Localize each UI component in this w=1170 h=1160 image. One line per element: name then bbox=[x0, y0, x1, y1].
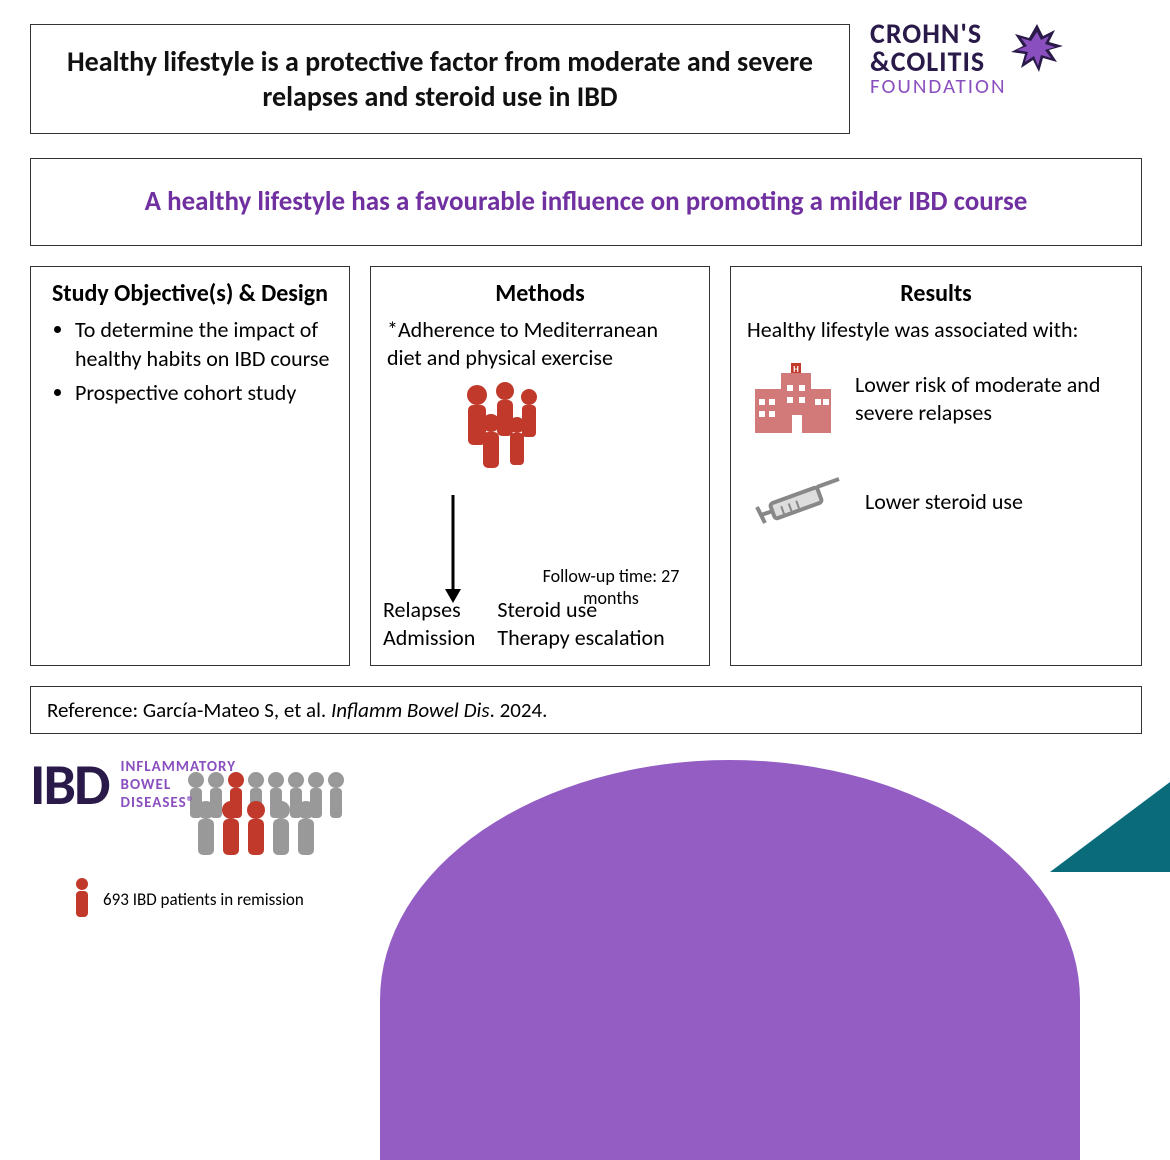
panel-design: Study Objective(s) & Design To determine… bbox=[30, 266, 350, 666]
syringe-icon bbox=[747, 467, 847, 537]
crohns-colitis-logo: CROHN'S &COLITIS FOUNDATION bbox=[870, 20, 1150, 135]
outcomes-right: Steroid use Therapy escalation bbox=[497, 596, 664, 651]
patient-count-text: 693 IBD patients in remission bbox=[103, 889, 304, 910]
page-title: Healthy lifestyle is a protective factor… bbox=[61, 44, 819, 114]
hospital-icon: H bbox=[747, 359, 837, 439]
red-people-group-icon bbox=[447, 381, 557, 471]
subtitle: A healthy lifestyle has a favourable inf… bbox=[145, 186, 1028, 218]
decorative-triangle bbox=[1050, 782, 1170, 872]
design-bullet-1: Prospective cohort study bbox=[75, 379, 333, 408]
panel-methods: Methods *Adherence to Mediterranean diet… bbox=[370, 266, 710, 666]
ibd-logo-l1: INFLAMMATORY bbox=[121, 758, 236, 776]
reference-text: Reference: García-Mateo S, et al. Inflam… bbox=[47, 697, 547, 723]
result-text-1: Lower steroid use bbox=[865, 488, 1125, 516]
results-intro: Healthy lifestyle was associated with: bbox=[747, 316, 1125, 345]
results-heading: Results bbox=[747, 279, 1125, 308]
ibd-logo: IBD INFLAMMATORY BOWEL DISEASES® bbox=[30, 756, 236, 814]
panel-results: Results Healthy lifestyle was associated… bbox=[730, 266, 1142, 666]
logo-line3: FOUNDATION bbox=[870, 76, 1007, 97]
methods-heading: Methods bbox=[387, 279, 693, 308]
result-text-0: Lower risk of moderate and severe relaps… bbox=[855, 371, 1125, 426]
result-row-0: H Lower risk of moderate and severe rela… bbox=[747, 359, 1125, 439]
subtitle-box: A healthy lifestyle has a favourable inf… bbox=[30, 158, 1142, 246]
logo-line2: &COLITIS bbox=[870, 48, 1007, 76]
patient-count: 693 IBD patients in remission bbox=[71, 877, 351, 921]
burst-icon bbox=[1007, 20, 1067, 80]
design-bullet-0: To determine the impact of healthy habit… bbox=[75, 316, 333, 373]
result-row-1: Lower steroid use bbox=[747, 467, 1125, 537]
ibd-logo-l3: DISEASES® bbox=[121, 794, 236, 812]
design-bullets: To determine the impact of healthy habit… bbox=[47, 316, 333, 408]
arrow-down-icon bbox=[441, 495, 465, 610]
methods-subheading: *Adherence to Mediterranean diet and phy… bbox=[387, 316, 693, 371]
reference-box: Reference: García-Mateo S, et al. Inflam… bbox=[30, 686, 1142, 734]
ibd-logo-l2: BOWEL bbox=[121, 776, 236, 794]
ibd-logo-big: IBD bbox=[30, 756, 109, 814]
design-heading: Study Objective(s) & Design bbox=[47, 279, 333, 308]
svg-text:H: H bbox=[793, 364, 799, 375]
person-icon bbox=[71, 877, 93, 921]
decorative-blob bbox=[380, 760, 1080, 1160]
title-box: Healthy lifestyle is a protective factor… bbox=[30, 24, 850, 134]
outcomes-left: Relapses Admission bbox=[383, 596, 475, 651]
